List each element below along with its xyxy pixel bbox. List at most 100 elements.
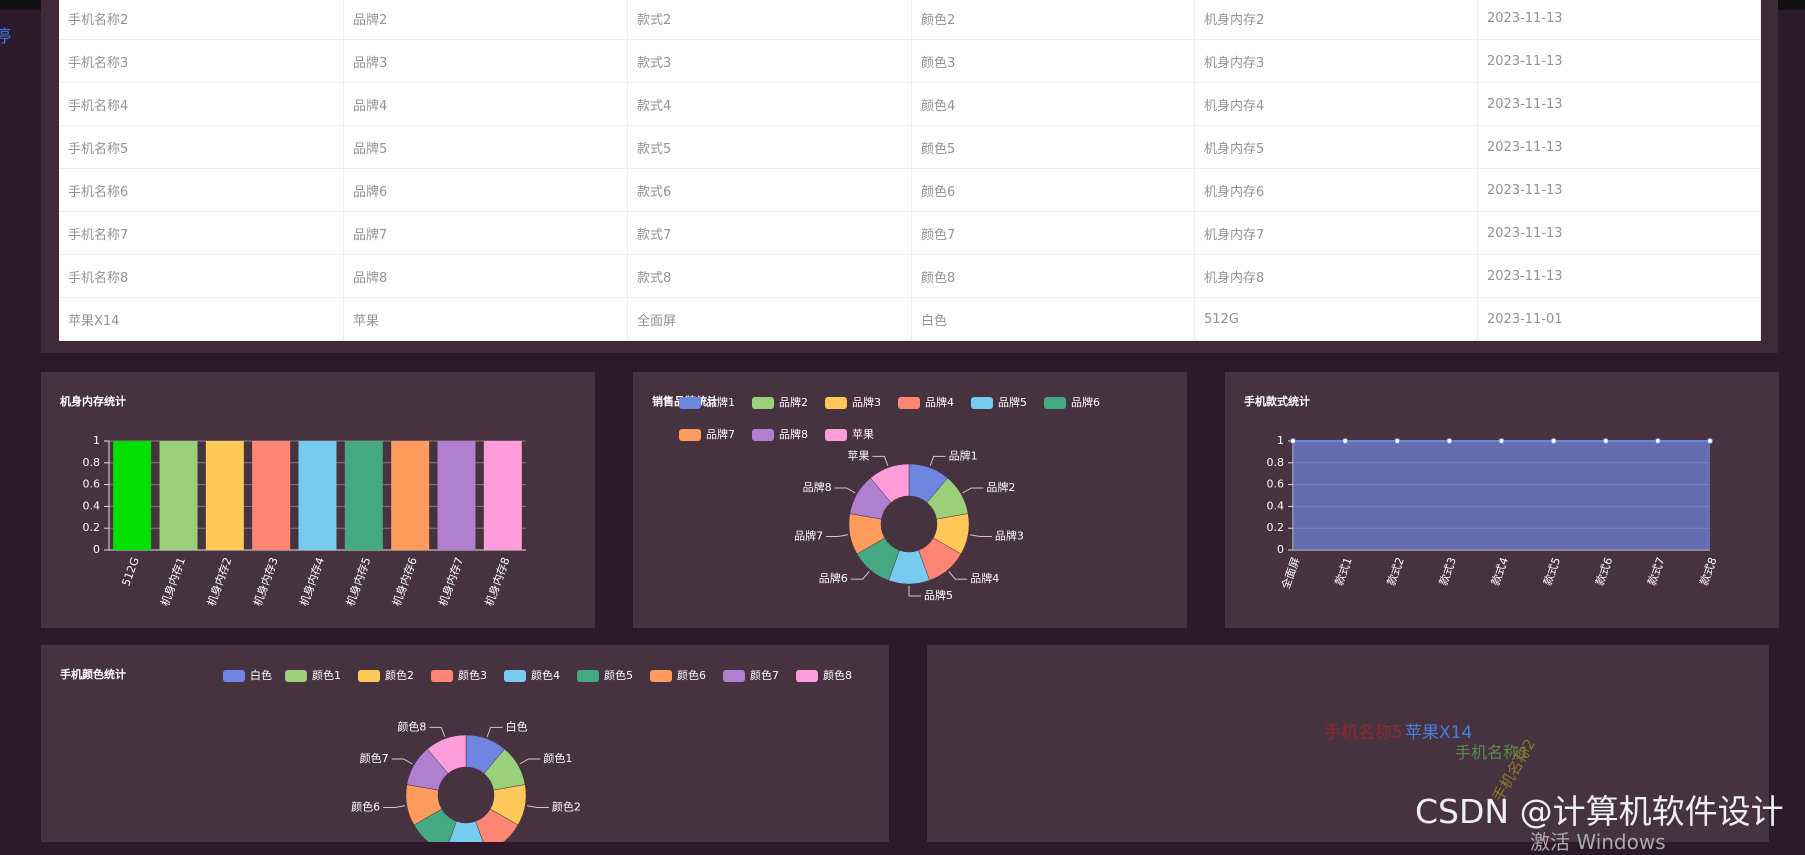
point bbox=[1602, 438, 1609, 444]
legend-label: 品牌4 bbox=[925, 395, 954, 409]
cloud-word: 苹果X14 bbox=[1405, 723, 1473, 743]
x-tick-label: 512G bbox=[119, 556, 141, 588]
y-tick-label: 0 bbox=[93, 543, 100, 556]
legend-label: 颜色3 bbox=[458, 668, 487, 682]
legend-label: 颜色6 bbox=[677, 668, 706, 682]
table-cell: 2023-11-13 bbox=[1477, 254, 1761, 298]
table-cell: 款式3 bbox=[627, 39, 912, 83]
table-cell: 2023-11-13 bbox=[1477, 168, 1761, 212]
table-row: 手机名称8 品牌8 款式8 颜色8 机身内存8 2023-11-13 bbox=[59, 254, 1761, 298]
pie-slice bbox=[475, 808, 519, 842]
legend-swatch bbox=[223, 670, 245, 682]
table-cell: 颜色2 bbox=[911, 0, 1195, 40]
cloud-word: 手机名称5 bbox=[1324, 723, 1403, 743]
chart-panel: 销售品牌统计品牌1品牌2品牌3品牌4品牌5品牌6品牌7品牌8苹果品牌1品牌2品牌… bbox=[633, 372, 1187, 628]
label-line bbox=[429, 726, 446, 737]
bar bbox=[437, 441, 476, 550]
chart: 机身内存统计 0 0.2 0.4 0.6 0.8 1 512G 机身内存1 机身内存2 机身内存3 机… bbox=[60, 394, 526, 608]
table-cell: 手机名称6 bbox=[59, 168, 344, 212]
table-cell: 款式5 bbox=[627, 125, 912, 169]
x-tick-label: 款式8 bbox=[1697, 555, 1720, 587]
bar bbox=[483, 441, 522, 550]
activation-text: 激活 Windows bbox=[1530, 830, 1666, 854]
slice-label: 品牌4 bbox=[970, 571, 999, 585]
y-tick-label: 1 bbox=[93, 434, 100, 447]
legend-label: 品牌2 bbox=[779, 395, 808, 409]
legend-label: 颜色7 bbox=[750, 668, 779, 682]
legend-swatch bbox=[752, 397, 774, 409]
slice-label: 颜色8 bbox=[397, 719, 426, 733]
table-cell: 手机名称8 bbox=[59, 254, 344, 298]
point bbox=[1342, 438, 1349, 444]
label-line bbox=[962, 487, 984, 494]
table-cell: 苹果X14 bbox=[59, 297, 344, 341]
slice-label: 品牌7 bbox=[794, 529, 823, 543]
x-tick-label: 款式3 bbox=[1436, 555, 1459, 587]
chart-title: 机身内存统计 bbox=[60, 394, 126, 408]
x-tick-label: 款式5 bbox=[1540, 555, 1563, 587]
y-tick-label: 0.2 bbox=[83, 521, 101, 534]
y-tick-label: 0.4 bbox=[1267, 499, 1285, 512]
table-cell: 款式8 bbox=[627, 254, 912, 298]
slice-label: 颜色2 bbox=[552, 800, 581, 814]
chart-panel: 手机款式统计 0 0.2 0.4 0.6 0.8 1 全面屏 款式1 款式2 款式3 款式4 款式5 款式… bbox=[1225, 372, 1779, 628]
side-text: 停 bbox=[0, 27, 11, 47]
legend-swatch bbox=[431, 670, 453, 682]
y-tick-label: 0.8 bbox=[1267, 456, 1285, 469]
legend-label: 品牌3 bbox=[852, 395, 881, 409]
chart-title: 手机颜色统计 bbox=[60, 667, 126, 681]
point bbox=[1290, 438, 1296, 444]
label-line bbox=[969, 534, 992, 538]
point bbox=[1654, 438, 1661, 444]
y-tick-label: 0.8 bbox=[83, 456, 101, 469]
table-cell: 品牌2 bbox=[343, 0, 628, 40]
table-cell: 品牌7 bbox=[343, 211, 628, 255]
table-cell: 机身内存5 bbox=[1194, 125, 1478, 169]
bar bbox=[344, 441, 383, 550]
table-cell: 颜色3 bbox=[911, 39, 1195, 83]
table-cell: 手机名称4 bbox=[59, 82, 344, 126]
x-tick-label: 全面屏 bbox=[1278, 555, 1302, 591]
legend-label: 品牌7 bbox=[706, 427, 735, 441]
x-tick-label: 机身内存8 bbox=[482, 555, 513, 608]
table-cell: 机身内存8 bbox=[1194, 254, 1478, 298]
table-row: 手机名称4 品牌4 款式4 颜色4 机身内存4 2023-11-13 bbox=[59, 82, 1761, 126]
point bbox=[1707, 438, 1713, 444]
table-cell: 机身内存7 bbox=[1194, 211, 1478, 255]
label-line bbox=[519, 758, 541, 765]
word-cloud-panel: 手机名称5 苹果X14 手机名称1 手机名称2 bbox=[927, 645, 1769, 842]
slice-label: 颜色6 bbox=[351, 800, 380, 814]
bar bbox=[113, 441, 152, 550]
x-tick-label: 款式6 bbox=[1592, 555, 1615, 587]
bar bbox=[159, 441, 198, 550]
point bbox=[1498, 438, 1505, 444]
legend-label: 品牌6 bbox=[1071, 395, 1100, 409]
x-tick-label: 机身内存3 bbox=[250, 555, 281, 608]
legend-label: 颜色8 bbox=[823, 668, 852, 682]
table-cell: 机身内存4 bbox=[1194, 82, 1478, 126]
slice-label: 品牌3 bbox=[995, 529, 1024, 543]
x-tick-label: 款式4 bbox=[1488, 555, 1511, 587]
legend-label: 颜色2 bbox=[385, 668, 414, 682]
table-cell: 2023-11-13 bbox=[1477, 82, 1761, 126]
legend-swatch bbox=[825, 397, 847, 409]
point bbox=[1550, 438, 1557, 444]
label-line bbox=[391, 758, 413, 765]
table-cell: 颜色4 bbox=[911, 82, 1195, 126]
legend-swatch bbox=[1044, 397, 1066, 409]
legend-swatch bbox=[577, 670, 599, 682]
point bbox=[1446, 438, 1453, 444]
x-tick-label: 机身内存2 bbox=[204, 555, 235, 608]
table-row: 手机名称2 品牌2 款式2 颜色2 机身内存2 2023-11-13 bbox=[59, 0, 1761, 40]
label-line bbox=[526, 805, 549, 809]
table-cell: 款式4 bbox=[627, 82, 912, 126]
table-cell: 2023-11-01 bbox=[1477, 297, 1761, 341]
table-cell: 2023-11-13 bbox=[1477, 125, 1761, 169]
table-cell: 款式6 bbox=[627, 168, 912, 212]
table-cell: 品牌8 bbox=[343, 254, 628, 298]
legend-swatch bbox=[679, 397, 701, 409]
data-table: 手机名称2 品牌2 款式2 颜色2 机身内存2 2023-11-13 手机名称3 品牌3 款式3… bbox=[59, 0, 1761, 341]
table-row: 手机名称5 品牌5 款式5 颜色5 机身内存5 2023-11-13 bbox=[59, 125, 1761, 169]
slice-label: 品牌8 bbox=[803, 480, 832, 494]
table-cell: 颜色5 bbox=[911, 125, 1195, 169]
